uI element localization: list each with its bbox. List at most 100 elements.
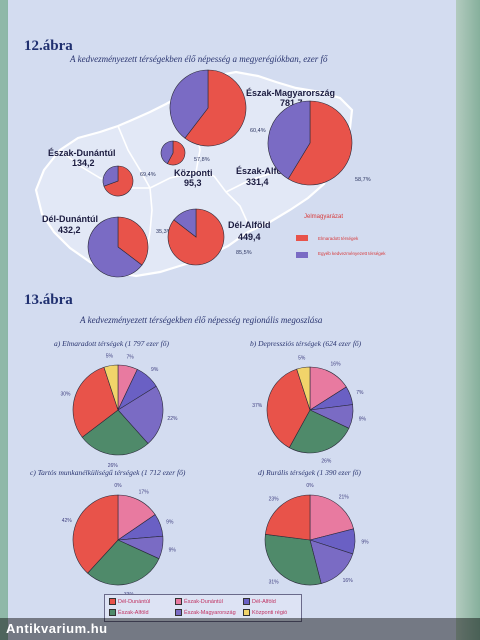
map-legend-title: Jelmagyarázat <box>304 214 343 220</box>
regional-pie-2-slice-label: 9% <box>359 416 367 422</box>
regional-pie-4-slice-label: 23% <box>269 497 280 503</box>
regional-pie-3-slice-4 <box>87 539 160 586</box>
regional-pie-3-slice-label: 42% <box>62 518 73 524</box>
regional-pie-3-slice-label: 9% <box>169 547 177 553</box>
regional-pie-1-slice-label: 22% <box>167 416 178 422</box>
regional-pies-chart: 7%9%22%26%30%5%16%7%9%26%37%5%17%9%9%33%… <box>60 354 369 598</box>
map-pie-3-slice-2 <box>160 140 174 164</box>
regional-pie-1-slice-label: 30% <box>60 392 71 398</box>
regional-pie-4-slice-1 <box>309 494 354 541</box>
regional-pie-1: 7% 9% 22% 26% 30% 5% <box>60 354 178 469</box>
pie-b-title: b) Depressziós térségek (624 ezer fő) <box>250 339 362 348</box>
regional-legend: Dél-Dunántúl Észak-Dunántúl Dél-Alföld É… <box>104 594 302 622</box>
legend13-item-1: Dél-Dunántúl <box>109 598 150 606</box>
map-pie-4-slice-1 <box>287 100 353 186</box>
map-pie-percent-label: 85,5% <box>236 250 252 256</box>
map-pie-2: 69,4% <box>102 165 156 197</box>
regional-pie-4-slice-label: 16% <box>343 578 354 584</box>
regional-pie-1-slice-label: 9% <box>151 367 159 373</box>
legend13-swatch <box>109 609 116 616</box>
legend13-swatch <box>243 609 250 616</box>
regional-pie-1-slice-6 <box>103 364 119 411</box>
label-del-alfold: Dél-Alföld <box>228 220 271 230</box>
regional-pie-1-slice-3 <box>117 385 164 444</box>
figure-13-subtitle: A kedvezményezett térségekben élő népess… <box>80 315 323 325</box>
map-pie-2-slice-1 <box>103 165 134 197</box>
regional-pies: 7%9%22%26%30%5%16%7%9%26%37%5%17%9%9%33%… <box>60 354 369 598</box>
value-eszak-dunantul: 134,2 <box>72 158 95 168</box>
regional-pie-2-slice-label: 7% <box>356 390 364 396</box>
map-legend-item-1: Elmaradott térségek <box>318 236 359 241</box>
regional-pie-1-slice-label: 26% <box>108 463 119 469</box>
map-pies: 60,4% 69,4% 57,8% 58,7% 35,3% 85,5% <box>87 69 371 278</box>
regional-pie-4-slice-5 <box>265 494 311 541</box>
legend13-label: Dél-Dunántúl <box>118 598 151 605</box>
map-pie-5-slice-2 <box>87 216 143 278</box>
legend13-swatch <box>175 598 182 605</box>
legend13-label: Dél-Alföld <box>252 598 276 605</box>
map-pie-1-slice-1 <box>184 69 247 147</box>
map-pie-3: 57,8% <box>160 140 210 166</box>
value-eszak-alfold: 331,4 <box>246 177 269 187</box>
legend13-swatch <box>109 598 116 605</box>
figure-13-heading: 13.ábra <box>24 292 73 308</box>
regional-pie-4-slice-label: 0% <box>306 483 314 489</box>
map-pie-percent-label: 57,8% <box>194 157 210 163</box>
legend13-item-4: Észak-Alföld <box>109 609 149 617</box>
regional-pie-1-slice-label: 5% <box>106 354 114 360</box>
regional-pie-3: 17%9%9%33%42%0% <box>62 483 177 598</box>
legend-swatch-red <box>296 235 308 241</box>
label-eszak-alfold: Észak-Alföld <box>236 166 290 176</box>
regional-pie-2: 16% 7% 9% 26% 37% 5% <box>252 356 366 465</box>
map-pie-3-slice-1 <box>166 140 186 166</box>
legend13-label: Észak-Alföld <box>118 609 149 616</box>
legend13-label: Észak-Dunántúl <box>184 598 223 605</box>
region-border <box>59 109 323 257</box>
regional-pie-4-slice-label: 9% <box>361 540 369 546</box>
label-del-dunantul: Dél-Dunántúl <box>42 214 98 224</box>
map-pie-6-slice-2 <box>173 208 197 238</box>
value-del-alfold: 449,4 <box>238 232 261 242</box>
legend13-item-5: Észak-Magyarország <box>175 609 236 617</box>
legend-swatch-purple <box>296 252 308 258</box>
regional-pie-3-slice-label: 9% <box>166 520 174 526</box>
map-pie-5-slice-1 <box>117 216 149 266</box>
regional-pie-3-slice-label: 17% <box>139 489 150 495</box>
legend13-label: Központi régió <box>252 609 288 616</box>
regional-pie-3-slice-label: 0% <box>114 483 122 489</box>
map-legend-item-2: Egyéb kedvezményezett térségek <box>318 251 386 256</box>
value-del-dunantul: 432,2 <box>58 225 81 235</box>
pie-d-title: d) Rurális térségek (1 390 ezer fő) <box>258 468 361 477</box>
page-edge <box>456 0 480 640</box>
pie-c-title: c) Tartós munkanélküliségű térségek (1 7… <box>30 468 186 477</box>
regional-pie-2-slice-6 <box>296 366 311 411</box>
legend13-item-2: Észak-Dunántúl <box>175 598 223 606</box>
regional-pie-2-slice-label: 37% <box>252 403 263 409</box>
regional-pie-3-slice-5 <box>72 494 119 574</box>
legend13-swatch <box>243 598 250 605</box>
hungary-map-chart: Jelmagyarázat Elmaradott térségek Egyéb … <box>34 69 386 278</box>
map-pie-percent-label: 69,4% <box>140 172 156 178</box>
label-kozponti: Központi <box>174 168 213 178</box>
regional-pie-4: 21% 9% 16% 31% 23% 0% <box>264 483 369 586</box>
legend13-item-3: Dél-Alföld <box>243 598 276 606</box>
map-pie-2-slice-2 <box>102 165 119 187</box>
regional-pie-4-slice-3 <box>309 539 354 584</box>
legend13-label: Észak-Magyarország <box>184 609 236 616</box>
map-pie-1: 60,4% <box>169 69 266 147</box>
watermark: Antikvarium.hu <box>0 618 480 640</box>
label-eszak-dunantul: Észak-Dunántúl <box>48 148 116 158</box>
map-pie-6: 85,5% <box>167 208 252 266</box>
map-pie-percent-label: 60,4% <box>250 128 266 134</box>
map-pie-5: 35,3% <box>87 216 172 278</box>
regional-pie-2-slice-5 <box>266 368 311 449</box>
legend13-item-6: Központi régió <box>243 609 287 617</box>
label-eszak-magyarorszag: Észak-Magyarország <box>246 88 335 98</box>
regional-pie-2-slice-label: 16% <box>331 362 342 368</box>
map-pie-4: 58,7% <box>267 100 371 186</box>
value-kozponti: 95,3 <box>184 178 202 188</box>
map-pie-1-slice-2 <box>169 69 209 139</box>
regional-pie-4-slice-label: 31% <box>269 579 280 585</box>
figure-12-heading: 12.ábra <box>24 38 73 54</box>
pie-a-title: a) Elmaradott térségek (1 797 ezer fő) <box>54 339 169 348</box>
